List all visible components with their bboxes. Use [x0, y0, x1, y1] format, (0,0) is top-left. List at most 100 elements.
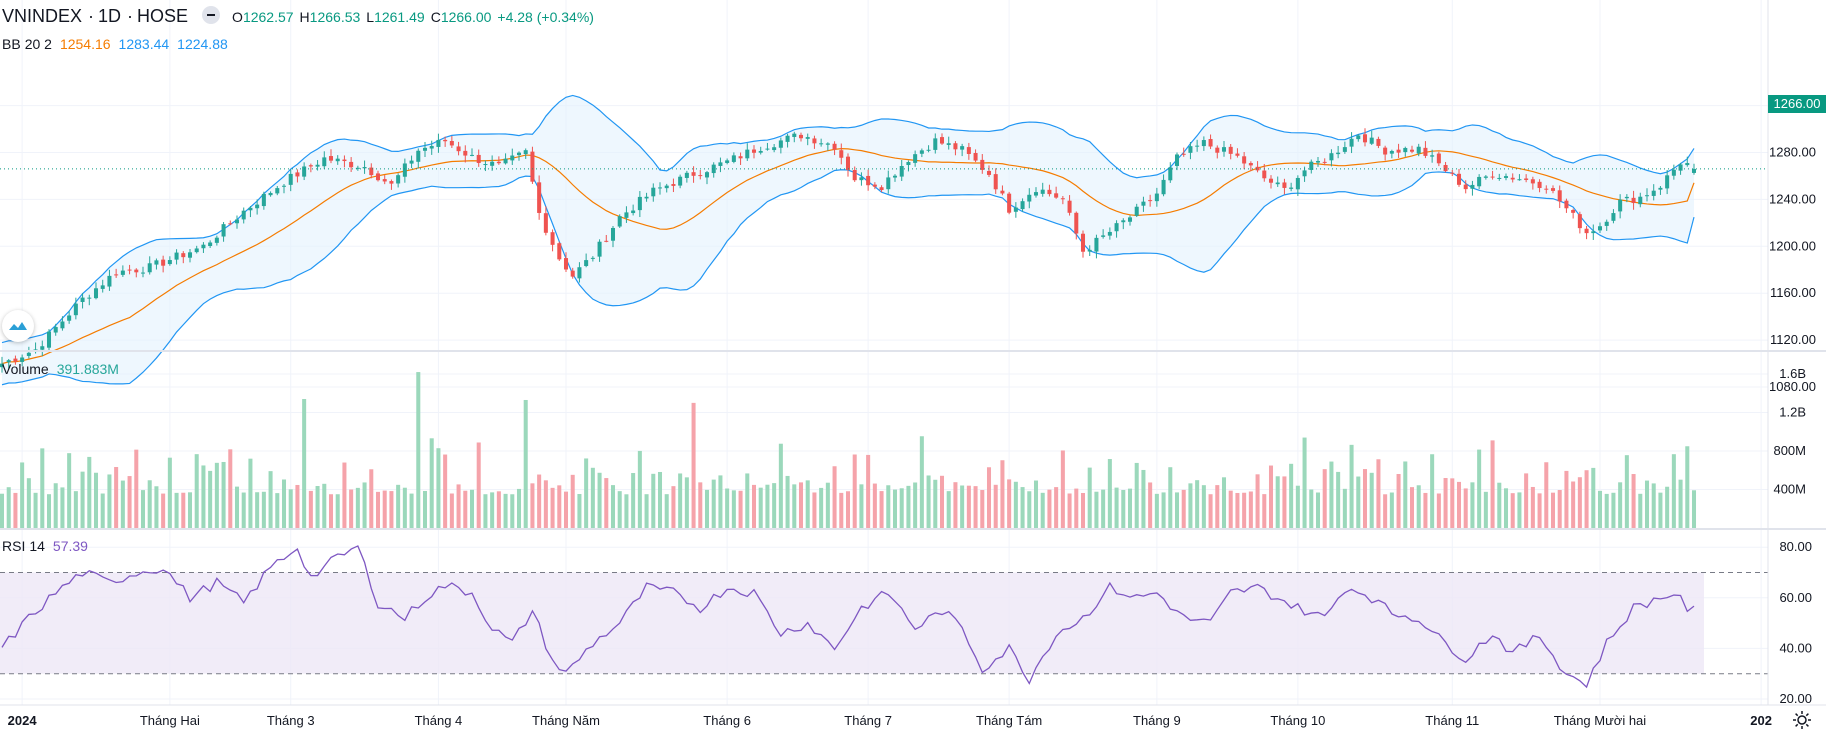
pane-divider-volume[interactable] [0, 350, 1826, 352]
rsi-pane[interactable] [0, 545, 1768, 689]
volume-bar[interactable] [1564, 470, 1569, 528]
volume-bar[interactable] [429, 438, 434, 528]
candle[interactable] [308, 163, 313, 173]
candle[interactable] [678, 174, 683, 189]
candle[interactable] [443, 136, 448, 147]
candle[interactable] [939, 133, 945, 145]
candle[interactable] [13, 355, 18, 365]
bollinger-upper-line[interactable] [1, 94, 1695, 344]
candle[interactable] [221, 222, 226, 242]
volume-bar[interactable] [1463, 488, 1468, 528]
candle[interactable] [1510, 173, 1515, 183]
candle[interactable] [1470, 180, 1475, 196]
volume-bar[interactable] [738, 490, 743, 528]
candle[interactable] [422, 142, 428, 157]
candle[interactable] [1356, 134, 1361, 142]
rsi-legend[interactable]: RSI 14 57.39 [2, 538, 94, 554]
chart-settings-button[interactable] [1792, 710, 1812, 730]
volume-bar[interactable] [490, 492, 495, 528]
volume-bar[interactable] [114, 467, 119, 528]
volume-bar[interactable] [1215, 485, 1220, 528]
volume-bar[interactable] [13, 492, 18, 528]
volume-bar[interactable] [463, 490, 468, 528]
volume-bar[interactable] [1208, 494, 1213, 528]
candle[interactable] [590, 256, 595, 262]
volume-bar[interactable] [409, 493, 414, 528]
candle[interactable] [1154, 187, 1159, 207]
candle[interactable] [80, 293, 85, 309]
volume-bar[interactable] [604, 478, 609, 528]
candle[interactable] [1000, 185, 1005, 196]
candle[interactable] [785, 133, 790, 148]
volume-bar[interactable] [26, 478, 31, 528]
candle[interactable] [228, 220, 233, 226]
volume-bar[interactable] [1503, 488, 1509, 528]
volume-bar[interactable] [1315, 492, 1321, 528]
volume-bar[interactable] [140, 490, 146, 528]
volume-bar[interactable] [711, 479, 716, 528]
volume-legend[interactable]: Volume 391.883M [2, 361, 125, 377]
volume-bar[interactable] [671, 486, 676, 528]
volume-bar[interactable] [704, 489, 710, 528]
volume-bar[interactable] [1322, 469, 1327, 528]
candle[interactable] [1275, 176, 1280, 187]
candle[interactable] [1181, 147, 1186, 157]
volume-bar[interactable] [93, 472, 99, 528]
volume-bar[interactable] [1262, 494, 1267, 528]
volume-bar[interactable] [1154, 493, 1159, 528]
volume-bar[interactable] [1302, 437, 1307, 528]
volume-bar[interactable] [751, 484, 757, 528]
volume-bar[interactable] [543, 480, 548, 528]
candle[interactable] [718, 157, 723, 173]
volume-bar[interactable] [1074, 488, 1079, 528]
volume-bar[interactable] [1087, 467, 1092, 528]
rsi-line[interactable] [1, 545, 1695, 689]
volume-bar[interactable] [1396, 474, 1401, 528]
volume-bar[interactable] [1295, 485, 1300, 528]
volume-bar[interactable] [1376, 459, 1381, 528]
candle[interactable] [1537, 179, 1542, 193]
volume-bar[interactable] [597, 472, 602, 528]
volume-bar[interactable] [503, 493, 508, 528]
volume-bar[interactable] [973, 486, 978, 528]
volume-bar[interactable] [436, 448, 441, 528]
candle[interactable] [1127, 215, 1133, 226]
candle[interactable] [1060, 195, 1065, 205]
candle[interactable] [1215, 145, 1220, 159]
candle[interactable] [772, 143, 777, 153]
candle[interactable] [127, 264, 132, 275]
candle[interactable] [610, 226, 616, 248]
candle[interactable] [1342, 141, 1347, 154]
candle[interactable] [1195, 139, 1200, 152]
candle[interactable] [1074, 211, 1079, 240]
candle[interactable] [416, 148, 421, 169]
candle[interactable] [704, 170, 710, 185]
candle[interactable] [1268, 175, 1274, 189]
candle[interactable] [369, 163, 374, 179]
candle[interactable] [1248, 161, 1253, 172]
volume-pane[interactable] [0, 372, 1697, 528]
volume-bar[interactable] [960, 485, 965, 528]
candle[interactable] [194, 245, 199, 254]
volume-bar[interactable] [939, 475, 945, 528]
volume-bar[interactable] [953, 482, 958, 528]
candle[interactable] [1107, 227, 1112, 240]
volume-bar[interactable] [1195, 480, 1200, 528]
candle[interactable] [187, 249, 193, 263]
volume-bar[interactable] [778, 443, 783, 528]
candle[interactable] [1094, 234, 1099, 259]
volume-bar[interactable] [637, 450, 642, 528]
candle[interactable] [1221, 141, 1227, 157]
volume-bar[interactable] [1027, 491, 1032, 528]
volume-bar[interactable] [268, 471, 273, 528]
volume-bar[interactable] [308, 490, 313, 528]
volume-bar[interactable] [281, 479, 287, 528]
volume-bar[interactable] [127, 476, 132, 528]
volume-bar[interactable] [167, 457, 172, 528]
volume-bar[interactable] [234, 486, 240, 528]
candle[interactable] [1067, 195, 1072, 216]
candle[interactable] [335, 155, 340, 165]
volume-bar[interactable] [248, 458, 253, 528]
candle[interactable] [1033, 187, 1039, 198]
candle[interactable] [1685, 156, 1690, 167]
